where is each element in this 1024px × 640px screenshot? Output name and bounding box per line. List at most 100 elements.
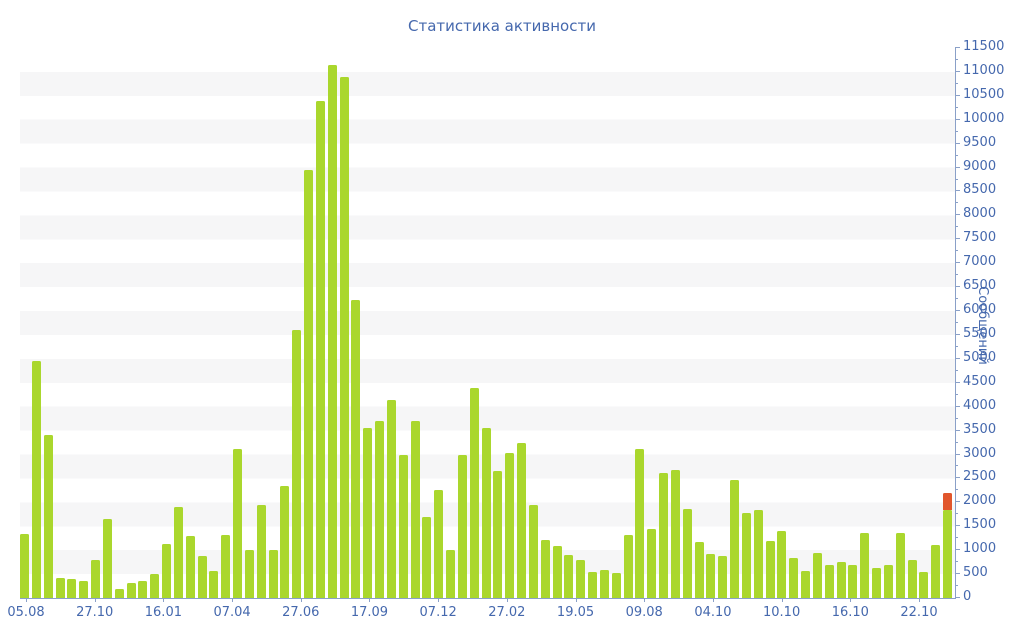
bar[interactable] bbox=[91, 559, 100, 598]
bar[interactable] bbox=[611, 572, 621, 598]
y-axis-major-tick bbox=[955, 262, 960, 264]
bar[interactable] bbox=[422, 516, 432, 598]
bar[interactable] bbox=[410, 421, 420, 598]
bar[interactable] bbox=[197, 556, 207, 598]
bar[interactable] bbox=[528, 505, 538, 598]
bar[interactable] bbox=[670, 470, 680, 598]
bar[interactable] bbox=[895, 533, 905, 598]
bar[interactable] bbox=[919, 571, 929, 598]
y-axis-tick-label: 3000 bbox=[963, 445, 997, 461]
bar[interactable] bbox=[647, 528, 657, 598]
bar[interactable] bbox=[209, 570, 219, 598]
bar[interactable] bbox=[446, 550, 456, 598]
bar[interactable] bbox=[789, 557, 799, 598]
bar[interactable] bbox=[635, 448, 645, 598]
bar[interactable] bbox=[20, 533, 29, 598]
bar[interactable] bbox=[138, 581, 148, 598]
bar[interactable] bbox=[907, 559, 917, 598]
y-axis-tick-label: 6500 bbox=[963, 278, 997, 294]
bar[interactable] bbox=[872, 568, 882, 598]
bar[interactable] bbox=[150, 574, 160, 598]
bar[interactable] bbox=[292, 330, 302, 598]
bar[interactable] bbox=[718, 556, 728, 598]
bar[interactable] bbox=[244, 550, 254, 598]
bar[interactable] bbox=[765, 541, 775, 598]
bar[interactable] bbox=[552, 546, 562, 598]
bar[interactable] bbox=[339, 76, 349, 598]
y-axis-minor-tick bbox=[955, 561, 958, 563]
bar[interactable] bbox=[398, 454, 408, 598]
y-axis-minor-tick bbox=[955, 369, 958, 371]
y-axis-minor-tick bbox=[955, 322, 958, 323]
bar[interactable] bbox=[801, 570, 811, 598]
bar[interactable] bbox=[564, 555, 574, 598]
bar[interactable] bbox=[753, 510, 763, 598]
bar[interactable] bbox=[434, 490, 444, 598]
bar[interactable] bbox=[706, 553, 716, 598]
bar[interactable] bbox=[812, 552, 822, 598]
bar[interactable] bbox=[682, 509, 692, 598]
bar[interactable] bbox=[386, 399, 396, 598]
bar[interactable] bbox=[79, 581, 89, 598]
x-axis-tick bbox=[163, 598, 165, 602]
bar[interactable] bbox=[836, 561, 846, 598]
bar[interactable] bbox=[102, 519, 112, 598]
bar[interactable] bbox=[824, 565, 834, 598]
bar[interactable] bbox=[931, 545, 941, 598]
bar[interactable] bbox=[268, 550, 278, 598]
bar[interactable] bbox=[694, 542, 704, 598]
chart-title: Статистика активности bbox=[408, 17, 596, 35]
y-axis-tick-label: 9000 bbox=[963, 158, 997, 174]
bar[interactable] bbox=[517, 442, 527, 598]
bar[interactable] bbox=[659, 472, 669, 598]
bar[interactable] bbox=[860, 533, 870, 598]
bar[interactable] bbox=[883, 565, 893, 598]
bar[interactable] bbox=[67, 578, 77, 598]
y-axis-tick-label: 11000 bbox=[963, 62, 1005, 78]
bar[interactable] bbox=[730, 480, 740, 598]
bar[interactable] bbox=[280, 485, 290, 598]
bar[interactable] bbox=[540, 540, 550, 598]
bar[interactable] bbox=[469, 387, 479, 598]
bar[interactable] bbox=[173, 507, 183, 598]
bar[interactable] bbox=[363, 428, 373, 598]
bar[interactable] bbox=[481, 428, 491, 598]
bar[interactable] bbox=[505, 452, 515, 598]
bar[interactable] bbox=[315, 100, 325, 598]
bar[interactable] bbox=[457, 454, 467, 598]
x-axis-tick-label: 27.10 bbox=[76, 605, 114, 620]
bar[interactable] bbox=[31, 361, 41, 598]
y-axis-minor-tick bbox=[955, 417, 958, 419]
x-axis-tick bbox=[919, 598, 920, 602]
bar[interactable] bbox=[233, 448, 243, 598]
y-axis-tick-label: 10000 bbox=[963, 110, 1005, 126]
bar[interactable] bbox=[162, 543, 172, 598]
bar[interactable] bbox=[126, 582, 136, 598]
x-axis-tick-label: 10.10 bbox=[763, 605, 801, 620]
bar[interactable] bbox=[114, 589, 124, 598]
bar[interactable] bbox=[55, 577, 65, 598]
x-axis-tick bbox=[712, 598, 714, 602]
x-axis-tick bbox=[369, 598, 371, 602]
bar[interactable] bbox=[741, 513, 751, 598]
bar[interactable] bbox=[848, 565, 858, 598]
bar[interactable] bbox=[493, 471, 503, 598]
bar[interactable] bbox=[185, 535, 195, 598]
bar[interactable] bbox=[43, 435, 53, 598]
bar[interactable] bbox=[599, 570, 609, 598]
bar[interactable] bbox=[256, 504, 266, 598]
bar[interactable] bbox=[221, 535, 231, 598]
y-axis-minor-tick bbox=[955, 154, 958, 156]
bar[interactable] bbox=[777, 531, 787, 598]
bar[interactable] bbox=[304, 169, 314, 598]
y-axis-tick-label: 5500 bbox=[963, 325, 997, 341]
bar[interactable] bbox=[351, 300, 361, 598]
bar-highlight-segment[interactable] bbox=[943, 492, 953, 510]
bar[interactable] bbox=[623, 535, 633, 598]
bar[interactable] bbox=[576, 559, 586, 598]
bar[interactable] bbox=[327, 64, 337, 598]
bar[interactable] bbox=[943, 510, 953, 598]
bar[interactable] bbox=[375, 421, 385, 598]
bar[interactable] bbox=[588, 571, 598, 598]
y-axis-tick-label: 7000 bbox=[963, 254, 997, 270]
